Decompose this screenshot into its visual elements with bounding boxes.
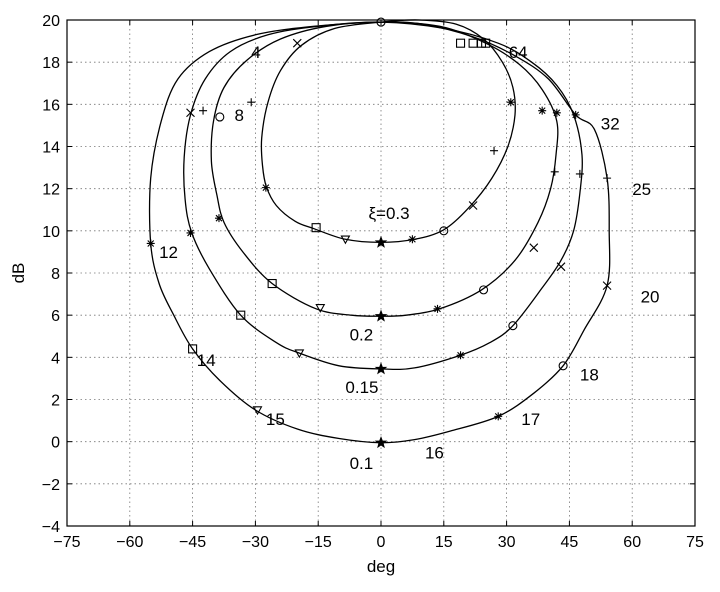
y-tick-label: 14 bbox=[42, 140, 60, 157]
marker-star bbox=[374, 362, 388, 375]
marker-plus bbox=[603, 174, 612, 183]
x-tick-label: −15 bbox=[305, 534, 332, 551]
y-tick-label: 16 bbox=[42, 97, 60, 114]
x-tick-label: −45 bbox=[179, 534, 206, 551]
y-tick-label: 8 bbox=[51, 266, 60, 283]
marker-star bbox=[374, 309, 388, 322]
annotation-label: 20 bbox=[641, 288, 660, 307]
marker-cross bbox=[292, 38, 302, 48]
y-tick-label: 6 bbox=[51, 308, 60, 325]
marker-circle bbox=[215, 112, 225, 122]
annotation-label: 25 bbox=[632, 180, 651, 199]
annotation-label: 64 bbox=[509, 43, 528, 62]
annotation-label: 18 bbox=[580, 366, 599, 385]
annotation-label: 12 bbox=[159, 243, 178, 262]
markers bbox=[146, 17, 612, 449]
annotation-label: 0.15 bbox=[345, 378, 378, 397]
y-tick-label: 20 bbox=[42, 13, 60, 30]
annotation-label: 0.2 bbox=[350, 325, 374, 344]
x-tick-label: 30 bbox=[498, 534, 516, 551]
marker-asterisk bbox=[261, 183, 270, 192]
marker-asterisk bbox=[214, 214, 223, 223]
x-tick-label: −75 bbox=[53, 534, 80, 551]
marker-square bbox=[188, 344, 198, 354]
marker-triangle bbox=[315, 304, 326, 313]
marker-circle bbox=[439, 226, 449, 236]
marker-plus bbox=[575, 169, 584, 178]
marker-square bbox=[481, 38, 491, 48]
marker-asterisk bbox=[494, 412, 503, 421]
marker-square bbox=[267, 278, 277, 289]
marker-circle bbox=[558, 361, 568, 371]
annotations: ξ=0.3 0.2 0.15 0.1 4 8 12 14 15 16 17 18 20 25 32 64 bbox=[159, 43, 659, 473]
marker-asterisk bbox=[506, 98, 515, 107]
y-axis-ticks: −4 −2 0 2 4 6 8 10 12 14 16 18 20 bbox=[42, 13, 695, 536]
y-tick-label: 0 bbox=[51, 435, 60, 452]
marker-cross bbox=[602, 281, 612, 291]
marker-triangle bbox=[294, 349, 305, 359]
marker-star bbox=[374, 436, 388, 449]
marker-asterisk bbox=[538, 106, 547, 115]
marker-square bbox=[455, 38, 466, 48]
y-tick-label: 4 bbox=[51, 350, 60, 367]
marker-cross bbox=[556, 262, 566, 272]
marker-circle bbox=[376, 17, 386, 27]
marker-square bbox=[311, 223, 321, 233]
annotation-label: ξ=0.3 bbox=[368, 204, 409, 223]
marker-asterisk bbox=[433, 304, 442, 313]
annotation-label: 0.1 bbox=[350, 454, 374, 473]
marker-cross bbox=[529, 243, 539, 253]
marker-square bbox=[236, 310, 246, 320]
marker-plus bbox=[199, 106, 208, 115]
marker-circle bbox=[508, 321, 518, 331]
annotation-label: 15 bbox=[266, 410, 285, 429]
marker-cross bbox=[186, 108, 195, 118]
annotation-label: 32 bbox=[601, 115, 620, 134]
marker-triangle bbox=[340, 235, 351, 245]
marker-circle bbox=[479, 285, 489, 295]
marker-asterisk bbox=[408, 235, 417, 244]
x-tick-label: 15 bbox=[435, 534, 453, 551]
annotation-label: 4 bbox=[251, 43, 260, 62]
marker-plus bbox=[247, 98, 256, 107]
annotation-label: 14 bbox=[197, 351, 216, 370]
marker-star bbox=[374, 235, 388, 248]
marker-triangle bbox=[252, 406, 263, 416]
marker-asterisk bbox=[552, 108, 561, 117]
x-axis-ticks: −75 −60 −45 −30 −15 0 15 30 45 60 75 bbox=[53, 20, 704, 551]
y-tick-label: 18 bbox=[42, 55, 60, 72]
marker-asterisk bbox=[456, 351, 465, 360]
x-tick-label: −60 bbox=[116, 534, 143, 551]
marker-plus bbox=[490, 146, 499, 155]
x-axis-title: deg bbox=[367, 557, 395, 576]
x-tick-label: 0 bbox=[377, 534, 386, 551]
x-tick-label: 75 bbox=[686, 534, 704, 551]
annotation-label: 17 bbox=[521, 410, 540, 429]
x-tick-label: 45 bbox=[561, 534, 579, 551]
y-tick-label: 12 bbox=[42, 182, 60, 199]
marker-asterisk bbox=[186, 228, 195, 237]
annotation-label: 16 bbox=[425, 444, 444, 463]
marker-asterisk bbox=[571, 110, 580, 119]
annotation-label: 8 bbox=[234, 106, 243, 125]
grid-lines bbox=[67, 20, 695, 526]
marker-asterisk bbox=[146, 239, 155, 248]
y-tick-label: −4 bbox=[42, 519, 60, 536]
y-tick-label: −2 bbox=[42, 477, 60, 494]
x-tick-label: −30 bbox=[242, 534, 269, 551]
y-tick-label: 2 bbox=[51, 393, 60, 410]
x-tick-label: 60 bbox=[623, 534, 641, 551]
y-tick-label: 10 bbox=[42, 224, 60, 241]
y-axis-title: dB bbox=[9, 263, 28, 284]
marker-plus bbox=[550, 167, 559, 176]
marker-cross bbox=[468, 201, 478, 210]
